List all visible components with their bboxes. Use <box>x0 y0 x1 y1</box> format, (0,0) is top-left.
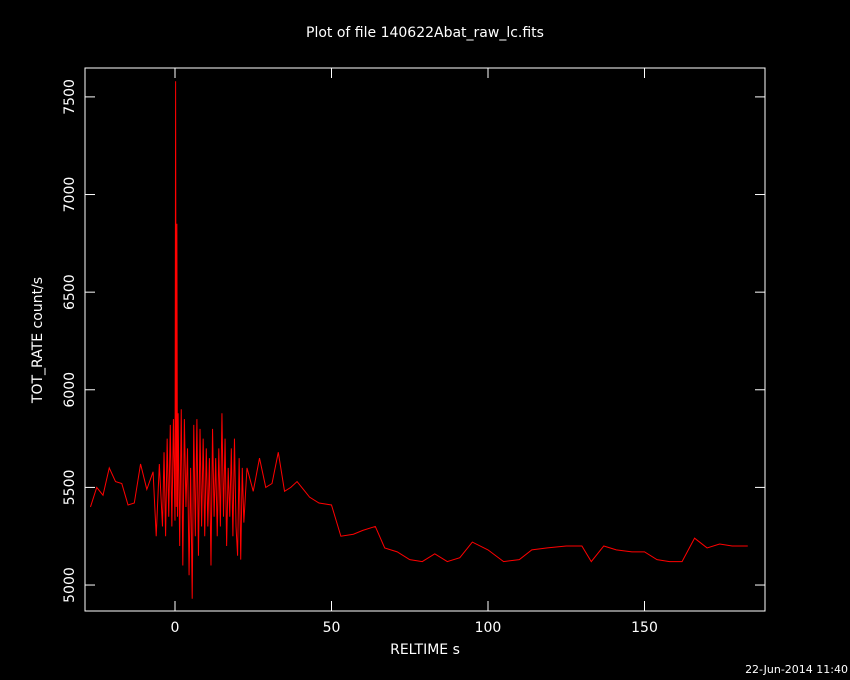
y-axis-label: TOT_RATE count/s <box>30 277 46 404</box>
x-tick-label: 50 <box>323 620 341 636</box>
data-line <box>90 81 748 599</box>
y-tick-label: 5500 <box>62 470 78 506</box>
timestamp: 22-Jun-2014 11:40 <box>745 663 848 676</box>
y-tick-label: 5000 <box>62 567 78 603</box>
y-tick-label: 6000 <box>62 372 78 408</box>
y-tick-label: 7500 <box>62 79 78 115</box>
x-tick-label: 0 <box>171 620 180 636</box>
x-tick-label: 150 <box>631 620 658 636</box>
y-tick-label: 6500 <box>62 274 78 310</box>
x-tick-label: 100 <box>475 620 502 636</box>
plot-frame <box>84 67 766 612</box>
chart-title: Plot of file 140622Abat_raw_lc.fits <box>306 25 544 41</box>
x-axis-label: RELTIME s <box>390 642 460 658</box>
y-tick-label: 7000 <box>62 177 78 213</box>
